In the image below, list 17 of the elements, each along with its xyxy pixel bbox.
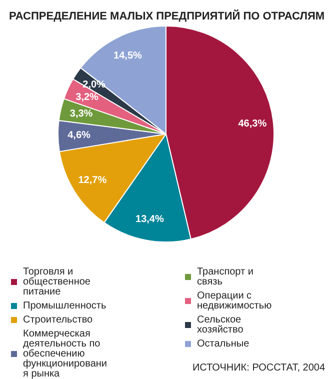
data-label: 14,5% (114, 50, 142, 62)
legend-label: Коммерческая деятельность по обеспечению функционирования рынка (23, 328, 107, 379)
data-label: 3,2% (76, 92, 99, 103)
legend-label: Операции с недвижимостью (197, 290, 272, 312)
data-label: 4,6% (68, 130, 91, 142)
legend-label: Сельское хозяйство (197, 314, 244, 336)
legend-label: Транспорт и связь (197, 266, 256, 288)
legend-label: Остальные (197, 338, 250, 350)
legend-label: Строительство (23, 314, 94, 326)
chart-title: РАСПРЕДЕЛЕНИЕ МАЛЫХ ПРЕДПРИЯТИЙ ПО ОТРАСЛЯМ (9, 10, 325, 22)
text: ИСТОЧНИК: РОССТАТ, 2004 (192, 362, 326, 374)
legend-label: Торговля и общественное питание (23, 266, 94, 298)
data-label: 46,3% (238, 118, 267, 130)
data-label: 13,4% (136, 214, 164, 225)
data-label: 3,3% (70, 108, 93, 120)
data-label: 12,7% (78, 174, 107, 186)
legend-label: Промышленность (23, 300, 106, 312)
